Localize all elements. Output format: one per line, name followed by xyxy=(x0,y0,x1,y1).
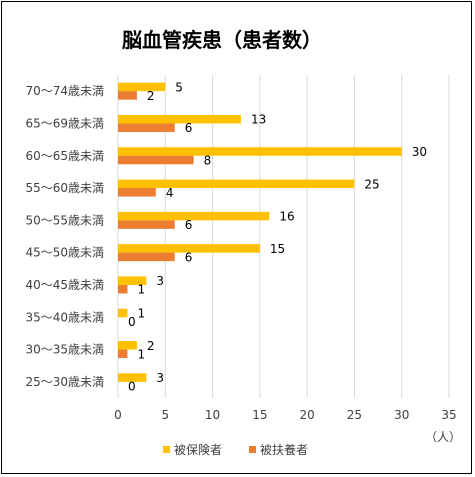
x-tick-label: 35 xyxy=(441,408,456,422)
x-tick-label: 5 xyxy=(161,408,169,422)
category-label: 35～40歳未満 xyxy=(25,310,104,324)
data-label: 25 xyxy=(364,177,379,191)
bar xyxy=(118,341,137,350)
bar xyxy=(118,284,128,294)
legend-label: 被扶養者 xyxy=(260,442,308,457)
x-tick-label: 25 xyxy=(347,408,362,422)
bar xyxy=(118,244,260,253)
category-label: 50～55歳未満 xyxy=(25,213,104,227)
data-label: 0 xyxy=(128,380,136,394)
category-label: 70～74歳未満 xyxy=(25,84,104,98)
category-label: 55～60歳未満 xyxy=(25,181,104,195)
x-tick-label: 20 xyxy=(300,408,315,422)
bar xyxy=(118,373,147,382)
data-label: 6 xyxy=(185,218,193,232)
legend-label: 被保険者 xyxy=(174,443,222,457)
bar xyxy=(118,211,270,221)
bar xyxy=(118,179,355,189)
data-label: 3 xyxy=(156,274,164,288)
bar xyxy=(118,91,137,100)
bar xyxy=(118,308,128,318)
legend-swatch xyxy=(249,446,256,453)
bars xyxy=(118,82,402,382)
x-tick-label: 0 xyxy=(114,408,122,422)
data-label: 13 xyxy=(251,113,266,127)
bar xyxy=(118,155,194,165)
data-label: 5 xyxy=(175,80,183,94)
category-label: 65～69歳未満 xyxy=(25,116,104,130)
data-label: 1 xyxy=(137,347,145,361)
x-tick-label: 30 xyxy=(394,408,409,422)
category-label: 45～50歳未満 xyxy=(25,246,104,260)
bar xyxy=(118,276,147,285)
category-label: 40～45歳未満 xyxy=(25,278,104,292)
x-tick-label: 10 xyxy=(205,408,220,422)
category-labels: 70～74歳未満 65～69歳未満 60～65歳未満 55～60歳未満 50～55歳未満… xyxy=(25,84,104,389)
data-label: 6 xyxy=(185,121,193,135)
chart-title: 脳血管疾患（患者数） xyxy=(121,28,322,52)
bar xyxy=(118,114,241,124)
bar xyxy=(118,349,128,359)
legend: 被保険者 被扶養者 xyxy=(163,442,308,457)
data-label: 2 xyxy=(147,339,155,353)
bar xyxy=(118,147,402,156)
bar xyxy=(118,123,175,132)
legend-swatch xyxy=(163,446,170,453)
bar xyxy=(118,252,175,262)
x-unit-label: （人） xyxy=(425,430,461,444)
data-label: 15 xyxy=(270,242,285,256)
bar xyxy=(118,220,175,229)
category-label: 60～65歳未満 xyxy=(25,149,104,163)
data-label: 0 xyxy=(128,315,136,329)
data-label: 1 xyxy=(137,307,145,321)
data-label: 6 xyxy=(185,250,193,264)
data-label: 30 xyxy=(412,145,427,159)
category-label: 30～35歳未満 xyxy=(25,343,104,357)
data-label: 8 xyxy=(204,154,212,168)
data-label: 3 xyxy=(156,371,164,385)
data-label: 2 xyxy=(147,89,155,103)
data-label: 4 xyxy=(166,186,174,200)
category-label: 25～30歳未満 xyxy=(25,375,104,389)
x-tick-labels: 0 5 10 15 20 25 30 35 xyxy=(114,408,456,422)
bar xyxy=(118,188,156,197)
x-tick-label: 15 xyxy=(252,408,267,422)
data-label: 1 xyxy=(137,283,145,297)
bar xyxy=(118,82,166,92)
data-label: 16 xyxy=(279,210,294,224)
